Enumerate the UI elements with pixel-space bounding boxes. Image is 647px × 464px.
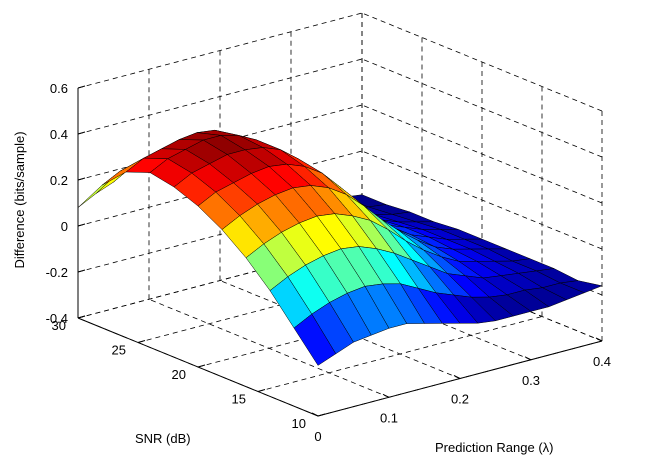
z-tick-label: -0.2 bbox=[46, 265, 68, 280]
x-tick-label: 0.1 bbox=[380, 410, 398, 425]
z-tick-label: -0.4 bbox=[46, 311, 68, 326]
y-tick-label: 20 bbox=[172, 367, 186, 382]
z-tick-mark bbox=[77, 269, 86, 273]
z-tick-mark bbox=[77, 85, 86, 89]
z-tick-mark bbox=[77, 223, 86, 227]
x-tick-label: 0.3 bbox=[522, 373, 540, 388]
x-tick-mark bbox=[524, 356, 532, 361]
x-tick-mark bbox=[382, 393, 390, 398]
x-tick-mark bbox=[453, 375, 461, 379]
grid-line bbox=[361, 58, 603, 158]
x-tick-mark bbox=[595, 337, 603, 342]
z-tick-label: 0.4 bbox=[50, 127, 68, 142]
y-tick-mark bbox=[257, 389, 266, 392]
y-tick-mark bbox=[317, 413, 326, 417]
grid-line bbox=[77, 58, 363, 135]
y-tick-mark bbox=[137, 340, 146, 343]
grid-line bbox=[361, 150, 603, 250]
z-tick-mark bbox=[77, 315, 86, 319]
z-tick-mark bbox=[77, 177, 86, 181]
x-tick-label: 0.2 bbox=[451, 392, 469, 407]
y-tick-label: 10 bbox=[292, 416, 306, 431]
x-tick-mark bbox=[311, 412, 319, 417]
z-axis-label: Difference (bits/sample) bbox=[12, 131, 27, 268]
y-tick-label: 25 bbox=[112, 343, 126, 358]
y-axis-label: SNR (dB) bbox=[135, 431, 191, 446]
y-tick-label: 15 bbox=[232, 392, 246, 407]
x-tick-label: 0 bbox=[314, 429, 321, 444]
surface-facet bbox=[293, 313, 337, 366]
grid-line bbox=[257, 316, 543, 392]
grid-line bbox=[361, 12, 603, 112]
z-tick-mark bbox=[77, 131, 86, 135]
z-tick-label: 0.2 bbox=[50, 173, 68, 188]
axis-layer bbox=[77, 85, 603, 417]
y-tick-label: 30 bbox=[52, 318, 66, 333]
grid-line bbox=[77, 12, 363, 89]
y-tick-mark bbox=[197, 364, 206, 368]
z-tick-label: 0 bbox=[61, 219, 68, 234]
x-axis-label: Prediction Range (λ) bbox=[435, 440, 554, 455]
z-tick-label: 0.6 bbox=[50, 81, 68, 96]
x-tick-label: 0.4 bbox=[593, 354, 611, 369]
surface-layer bbox=[77, 129, 603, 366]
tick-layer: 0 0.1 0.2 0.3 0.4 10 15 20 25 30-0.4 -0.2 0 0.2 0.4 0.… bbox=[46, 81, 611, 444]
grid-line bbox=[361, 104, 603, 204]
